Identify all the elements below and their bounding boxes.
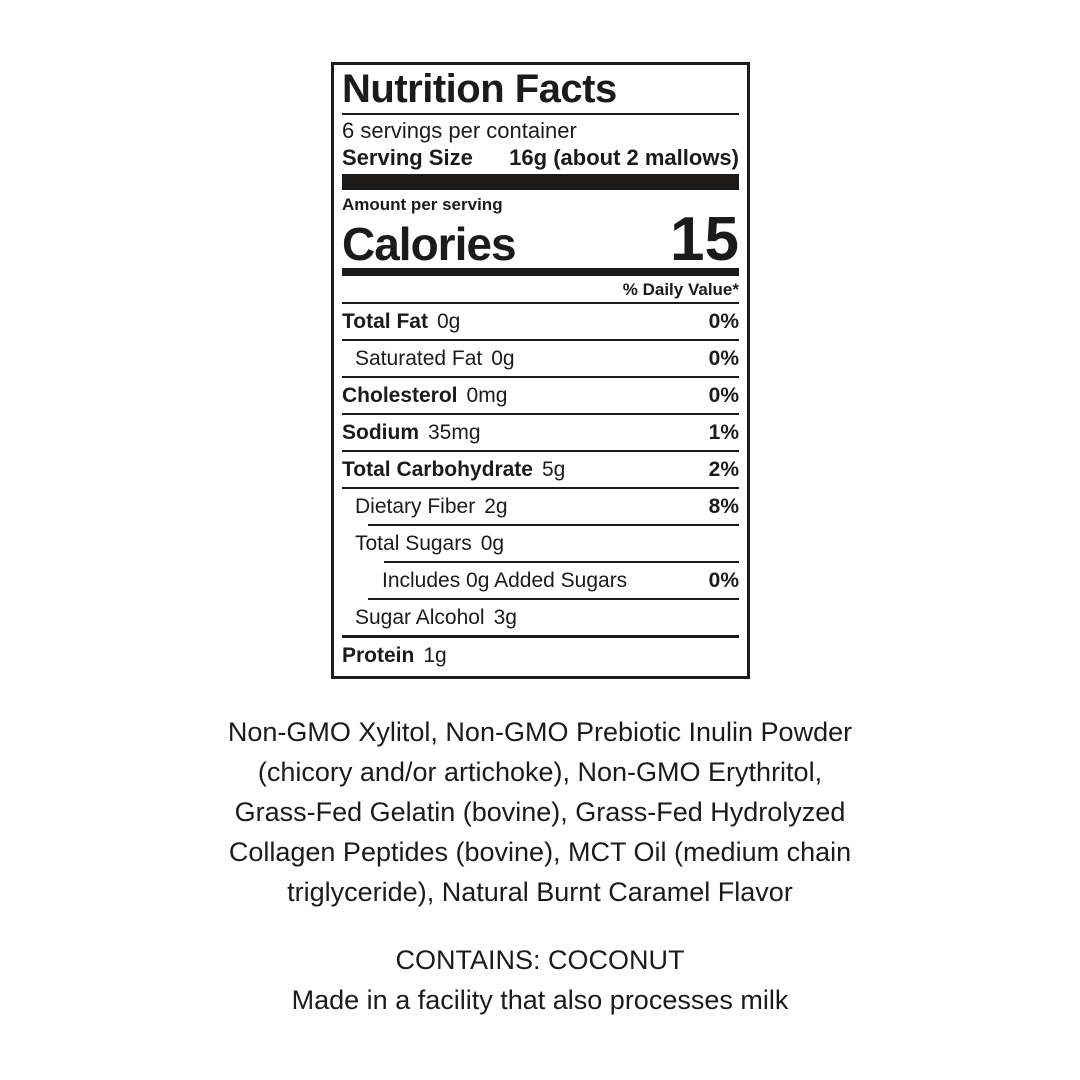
divider-indented <box>368 598 739 600</box>
divider <box>342 339 739 341</box>
nutrient-name: Includes 0g Added Sugars <box>382 568 628 592</box>
nutrient-name: Cholesterol <box>342 383 458 407</box>
ingredients-line: triglyceride), Natural Burnt Caramel Fla… <box>287 877 793 907</box>
servings-per-container: 6 servings per container <box>342 118 577 143</box>
ingredients-line: Collagen Peptides (bovine), MCT Oil (med… <box>228 837 852 867</box>
ingredients-list: Non-GMO Xylitol, Non-GMO Prebiotic Inuli… <box>0 712 1080 912</box>
nutrient-name: Dietary Fiber <box>355 494 476 518</box>
nutrient-dv: 0% <box>708 346 739 370</box>
serving-size-label: Serving Size <box>342 145 473 170</box>
divider-heavy <box>342 635 739 638</box>
serving-size-value: 16g (about 2 mallows) <box>509 145 739 170</box>
allergen-statement: CONTAINS: COCONUT Made in a facility tha… <box>0 940 1080 1020</box>
ingredients-line: (chicory and/or artichoke), Non-GMO Eryt… <box>257 757 823 787</box>
nutrient-name: Sodium <box>342 420 419 444</box>
divider <box>342 450 739 452</box>
nutrient-dv: 0% <box>708 383 739 407</box>
calories-label: Calories <box>342 218 517 270</box>
nutrient-amount: 2g <box>484 494 508 518</box>
nutrient-row-cholesterol: Cholesterol 0mg 0% <box>342 378 739 413</box>
divider-indented <box>384 561 739 563</box>
thick-divider-bar <box>342 174 739 190</box>
nutrient-amount: 35mg <box>428 420 481 444</box>
divider <box>342 113 739 115</box>
divider-indented <box>368 524 739 526</box>
divider <box>342 302 739 304</box>
nutrient-row-sodium: Sodium 35mg 1% <box>342 415 739 450</box>
calories-row: Calories 15 <box>342 205 739 274</box>
nutrient-amount: 1g <box>423 643 447 667</box>
ingredients-line: Grass-Fed Gelatin (bovine), Grass-Fed Hy… <box>234 797 846 827</box>
nutrient-dv: 0% <box>708 309 739 333</box>
nutrient-row-saturated-fat: Saturated Fat 0g 0% <box>342 341 739 376</box>
nutrient-dv: 8% <box>708 494 739 518</box>
nutrient-amount: 0g <box>436 309 461 333</box>
nutrient-amount: 0mg <box>466 383 508 407</box>
calories-value: 15 <box>670 205 739 274</box>
nutrition-facts-panel: Nutrition Facts 6 servings per container… <box>331 62 750 679</box>
medium-divider-bar <box>342 268 739 276</box>
nutrient-name: Total Fat <box>342 309 428 333</box>
nutrient-dv: 0% <box>708 568 739 592</box>
nutrient-row-total-sugars: Total Sugars 0g <box>342 526 739 561</box>
nutrient-row-total-fat: Total Fat 0g 0% <box>342 304 739 339</box>
nutrient-amount: 3g <box>493 605 517 629</box>
divider <box>342 487 739 489</box>
nutrient-name: Saturated Fat <box>355 346 483 370</box>
nutrient-name: Sugar Alcohol <box>355 605 485 629</box>
nutrient-name: Total Sugars <box>355 531 472 555</box>
daily-value-header: % Daily Value* <box>622 280 739 299</box>
nutrient-name: Total Carbohydrate <box>342 457 533 481</box>
nutrient-row-added-sugars: Includes 0g Added Sugars 0% <box>342 563 739 598</box>
nutrient-amount: 0g <box>480 531 505 555</box>
nutrient-dv: 1% <box>708 420 739 444</box>
divider <box>342 376 739 378</box>
facility-statement: Made in a facility that also processes m… <box>291 985 789 1015</box>
nutrient-name: Protein <box>342 643 415 667</box>
ingredients-line: Non-GMO Xylitol, Non-GMO Prebiotic Inuli… <box>227 717 853 747</box>
nutrient-amount: 5g <box>541 457 566 481</box>
nutrient-row-sugar-alcohol: Sugar Alcohol 3g <box>342 600 739 635</box>
amount-per-serving-label: Amount per serving <box>342 195 503 214</box>
nutrient-row-total-carbohydrate: Total Carbohydrate 5g 2% <box>342 452 739 487</box>
serving-size-row: Serving Size 16g (about 2 mallows) <box>342 144 739 171</box>
nutrient-amount: 0g <box>491 346 515 370</box>
contains-statement: CONTAINS: COCONUT <box>395 945 685 975</box>
nutrient-row-dietary-fiber: Dietary Fiber 2g 8% <box>342 489 739 524</box>
divider <box>342 413 739 415</box>
nutrition-facts-title: Nutrition Facts <box>342 67 617 111</box>
nutrient-dv: 2% <box>708 457 739 481</box>
nutrient-row-protein: Protein 1g <box>342 638 739 673</box>
